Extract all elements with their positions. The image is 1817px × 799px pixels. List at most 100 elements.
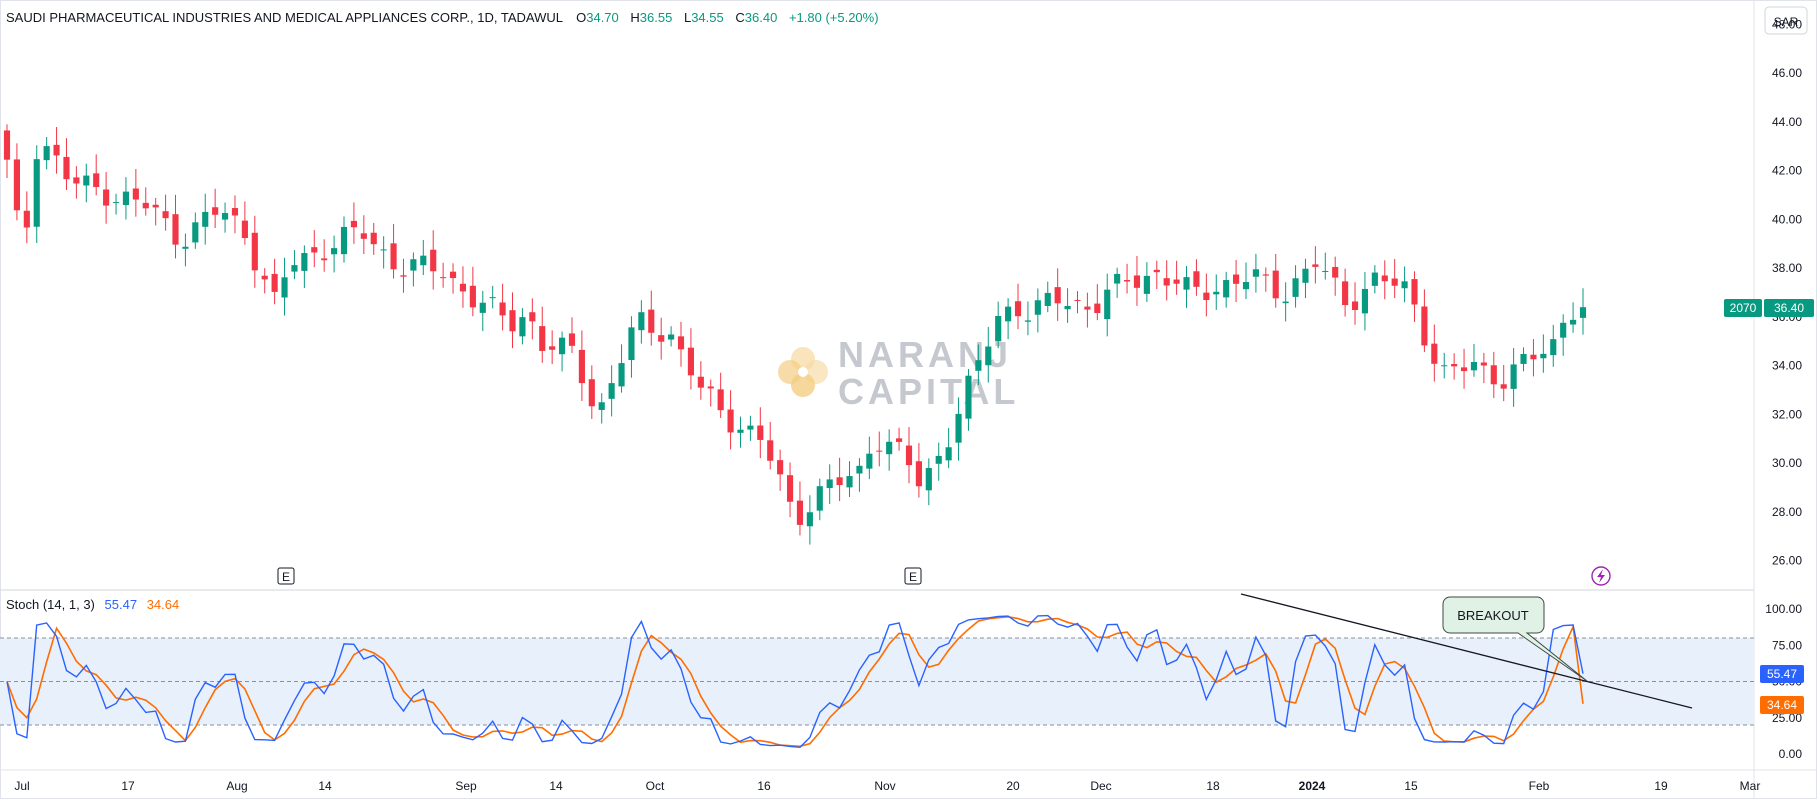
candle[interactable]	[618, 344, 625, 393]
earnings-marker-1[interactable]: E	[277, 567, 295, 585]
candle[interactable]	[1064, 288, 1071, 323]
candle[interactable]	[469, 266, 476, 317]
candle[interactable]	[549, 330, 556, 365]
candle[interactable]	[1054, 268, 1061, 321]
candle[interactable]	[925, 458, 932, 506]
candle[interactable]	[1441, 352, 1448, 379]
candle[interactable]	[935, 442, 942, 481]
candle[interactable]	[1351, 282, 1359, 325]
stoch-legend[interactable]: Stoch (14, 1, 3) 55.47 34.64	[6, 597, 179, 612]
candle[interactable]	[558, 331, 566, 372]
candle[interactable]	[1401, 266, 1408, 303]
candle[interactable]	[1272, 253, 1279, 308]
candle[interactable]	[1123, 263, 1131, 294]
candle[interactable]	[23, 191, 30, 244]
candle[interactable]	[370, 222, 377, 255]
candle[interactable]	[1223, 271, 1230, 308]
candle[interactable]	[1322, 252, 1329, 280]
candle[interactable]	[707, 379, 714, 407]
candle[interactable]	[1163, 260, 1170, 301]
candle[interactable]	[291, 250, 298, 280]
candle[interactable]	[668, 326, 675, 347]
candle[interactable]	[1540, 334, 1547, 373]
candle[interactable]	[796, 481, 804, 536]
candle[interactable]	[112, 193, 120, 215]
candle[interactable]	[1143, 262, 1150, 302]
candle[interactable]	[1203, 273, 1210, 317]
candle[interactable]	[955, 397, 962, 461]
candle[interactable]	[1520, 347, 1527, 372]
candle[interactable]	[598, 393, 605, 424]
candle[interactable]	[1371, 265, 1378, 294]
candle[interactable]	[459, 266, 467, 308]
dividend-lightning-icon[interactable]	[1591, 566, 1611, 586]
stoch-d-line[interactable]	[6, 615, 1584, 748]
candle[interactable]	[1570, 302, 1577, 333]
candle[interactable]	[132, 168, 139, 217]
candle[interactable]	[1391, 259, 1398, 299]
candle[interactable]	[1292, 265, 1299, 308]
candle[interactable]	[221, 202, 229, 233]
candle[interactable]	[499, 283, 506, 331]
candle[interactable]	[896, 427, 903, 451]
candle[interactable]	[400, 258, 407, 293]
candle[interactable]	[261, 268, 268, 294]
candle[interactable]	[53, 127, 60, 174]
candle[interactable]	[1114, 267, 1121, 298]
candle[interactable]	[1183, 266, 1190, 308]
candle[interactable]	[1411, 271, 1418, 322]
candle[interactable]	[687, 328, 694, 390]
candle[interactable]	[43, 137, 50, 170]
candle[interactable]	[212, 188, 219, 229]
candle[interactable]	[786, 462, 794, 518]
candle[interactable]	[281, 257, 288, 316]
candle[interactable]	[301, 245, 308, 288]
candle[interactable]	[1460, 348, 1468, 389]
candle[interactable]	[420, 240, 427, 276]
candle[interactable]	[727, 390, 734, 450]
candle[interactable]	[202, 193, 209, 245]
candle[interactable]	[1094, 284, 1101, 321]
candle[interactable]	[479, 290, 486, 332]
candle[interactable]	[13, 143, 20, 221]
candle[interactable]	[63, 138, 70, 191]
candle[interactable]	[965, 368, 972, 431]
candle[interactable]	[1014, 283, 1022, 330]
candle[interactable]	[1332, 256, 1339, 296]
candle[interactable]	[182, 233, 189, 267]
candle[interactable]	[1233, 259, 1240, 303]
candle[interactable]	[192, 212, 199, 249]
candle[interactable]	[1381, 260, 1388, 300]
candle[interactable]	[638, 300, 645, 344]
candle[interactable]	[440, 262, 447, 288]
candle[interactable]	[1550, 324, 1557, 367]
candle[interactable]	[380, 236, 387, 269]
candle[interactable]	[430, 230, 437, 290]
candle[interactable]	[350, 202, 357, 244]
candle[interactable]	[628, 316, 635, 378]
candle[interactable]	[1431, 324, 1438, 382]
candle[interactable]	[1252, 253, 1259, 293]
candle[interactable]	[767, 421, 774, 470]
candle[interactable]	[1074, 291, 1081, 314]
candle[interactable]	[311, 230, 318, 268]
candle[interactable]	[777, 449, 784, 491]
candle[interactable]	[162, 194, 169, 231]
candle[interactable]	[717, 372, 724, 418]
candle[interactable]	[73, 166, 80, 199]
candle[interactable]	[33, 145, 40, 244]
candle[interactable]	[588, 365, 595, 419]
candle[interactable]	[648, 290, 655, 346]
candle[interactable]	[539, 306, 546, 363]
candle[interactable]	[172, 194, 179, 259]
candle[interactable]	[331, 235, 338, 273]
candle[interactable]	[816, 478, 823, 521]
symbol-header[interactable]: SAUDI PHARMACEUTICAL INDUSTRIES AND MEDI…	[6, 10, 879, 25]
candle[interactable]	[1490, 351, 1497, 399]
candle[interactable]	[519, 308, 526, 345]
candle[interactable]	[3, 124, 11, 178]
candle[interactable]	[390, 224, 397, 279]
candle[interactable]	[578, 330, 585, 402]
candle[interactable]	[122, 177, 130, 220]
